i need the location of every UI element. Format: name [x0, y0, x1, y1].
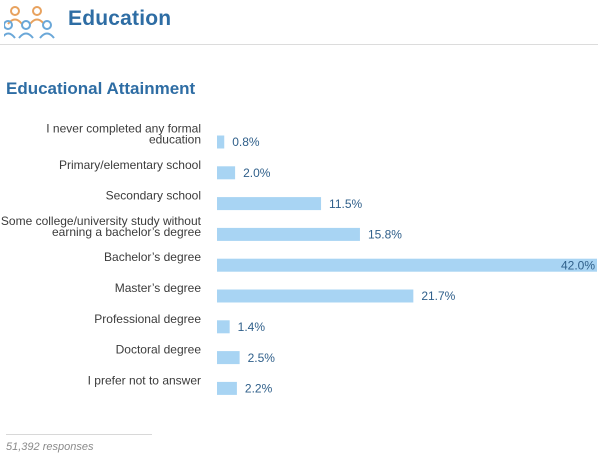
bar-7: [217, 351, 240, 365]
category-label-0: I never completed any formal education: [46, 122, 201, 147]
category-label-6: Professional degree: [94, 312, 201, 326]
value-label-1: 2.0%: [243, 166, 271, 180]
page-title: Education: [68, 7, 172, 30]
response-count: 51,392 responses: [6, 441, 94, 453]
educational-attainment-chart: 0.8% I never completed any formal educatio…: [1, 122, 597, 396]
value-label-8: 2.2%: [245, 382, 273, 396]
value-label-5: 21.7%: [421, 289, 455, 303]
header-divider: [0, 44, 598, 45]
value-label-2: 11.5%: [329, 197, 362, 211]
value-label-6: 1.4%: [238, 320, 266, 334]
bar-0: [217, 135, 225, 149]
footer-divider: [6, 434, 152, 435]
value-label-3: 15.8%: [368, 228, 402, 242]
people-group-icon: [4, 6, 55, 39]
section-title: Educational Attainment: [6, 79, 196, 98]
category-label-4: Bachelor’s degree: [104, 250, 201, 264]
bar-1: [217, 166, 236, 180]
value-label-4: 42.0%: [561, 258, 595, 272]
category-label-2: Secondary school: [106, 189, 201, 203]
category-label-3: Some college/university study without ear…: [1, 214, 202, 239]
bar-8: [217, 381, 237, 395]
bar-6: [217, 320, 230, 334]
category-label-8: I prefer not to answer: [88, 373, 201, 387]
bar-2: [217, 197, 322, 211]
bar-5: [217, 289, 414, 303]
page-header: Education: [0, 0, 600, 46]
value-label-7: 2.5%: [248, 351, 276, 365]
bar-3: [217, 227, 360, 241]
category-label-1: Primary/elementary school: [59, 158, 201, 172]
category-label-5: Master’s degree: [115, 281, 202, 295]
value-label-0: 0.8%: [232, 135, 260, 149]
bar-4: [217, 258, 597, 272]
category-label-7: Doctoral degree: [116, 343, 202, 357]
